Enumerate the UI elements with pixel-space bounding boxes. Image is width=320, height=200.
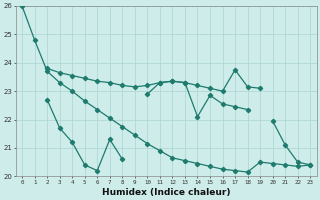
X-axis label: Humidex (Indice chaleur): Humidex (Indice chaleur) [102,188,230,197]
